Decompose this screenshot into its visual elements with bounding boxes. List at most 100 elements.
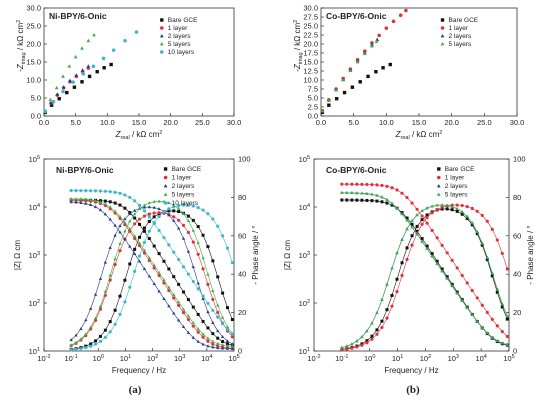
x-tick-label: 10-1 bbox=[335, 354, 348, 363]
x-tick-label: 100 bbox=[364, 354, 375, 363]
y-right-tick-label: 100 bbox=[513, 155, 526, 164]
data-point bbox=[71, 80, 75, 84]
data-point bbox=[65, 90, 69, 95]
data-point bbox=[381, 66, 385, 70]
legend-label: 5 layers bbox=[168, 41, 192, 48]
legend-label: 2 layers bbox=[172, 183, 196, 190]
x-tick-label: 15.0 bbox=[132, 118, 147, 127]
data-point bbox=[404, 8, 408, 13]
phase-point bbox=[340, 348, 344, 352]
data-point bbox=[370, 44, 374, 48]
data-point bbox=[61, 85, 66, 89]
data-point bbox=[375, 37, 380, 42]
y-tick-label: 22.5 bbox=[303, 31, 318, 40]
series-1-layer bbox=[340, 182, 509, 352]
x-tick-label: 102 bbox=[420, 354, 431, 363]
data-point bbox=[49, 101, 53, 105]
impedance-line bbox=[341, 199, 508, 346]
y-tick-label: 27.5 bbox=[303, 13, 318, 22]
x-axis-label: Zreal / kΩ cm2 bbox=[115, 130, 163, 141]
y-tick-label: 30.0 bbox=[26, 4, 41, 13]
series-bare-gce bbox=[340, 198, 509, 351]
impedance-point bbox=[360, 191, 364, 195]
legend-label: 1 layer bbox=[449, 25, 469, 32]
data-point bbox=[320, 110, 325, 115]
impedance-point bbox=[340, 198, 344, 202]
y-tick-label: 30.0 bbox=[303, 4, 318, 13]
series-bare-gce bbox=[43, 62, 113, 115]
legend-marker bbox=[436, 192, 441, 196]
x-tick-label: 5.0 bbox=[348, 118, 358, 127]
y-right-tick-label: 100 bbox=[238, 155, 251, 164]
y-tick-label: 5.0 bbox=[31, 94, 41, 103]
y-left-tick-label: 103 bbox=[299, 251, 310, 260]
y-tick-label: 7.5 bbox=[308, 85, 318, 94]
data-point bbox=[358, 80, 362, 84]
impedance-point bbox=[225, 343, 230, 347]
legend-marker bbox=[163, 183, 168, 188]
data-point bbox=[92, 32, 96, 37]
y-tick-label: 25.0 bbox=[303, 22, 318, 31]
legend-marker bbox=[440, 26, 445, 30]
y-right-tick-label: 80 bbox=[513, 193, 521, 202]
legend-marker bbox=[163, 201, 168, 205]
impedance-point bbox=[350, 191, 354, 195]
phase-line bbox=[70, 200, 233, 346]
x-tick-label: 101 bbox=[392, 354, 403, 363]
x-tick-label: 102 bbox=[147, 354, 158, 363]
data-point bbox=[355, 59, 360, 64]
data-point bbox=[86, 38, 91, 43]
impedance-line bbox=[71, 201, 233, 349]
y-left-axis-label: |Z| Ω cm bbox=[283, 240, 292, 270]
impedance-point bbox=[340, 182, 344, 186]
legend-marker bbox=[440, 18, 445, 22]
legend-label: 5 layers bbox=[449, 41, 473, 48]
x-axis-label: Frequency / Hz bbox=[384, 366, 438, 375]
y-left-tick-label: 104 bbox=[29, 203, 40, 212]
data-point bbox=[326, 98, 331, 102]
legend-marker bbox=[163, 192, 168, 196]
y-tick-label: 2.5 bbox=[308, 103, 318, 112]
phase-line bbox=[71, 204, 233, 351]
phase-point bbox=[440, 203, 444, 207]
series-5-layers bbox=[320, 39, 379, 113]
data-point bbox=[388, 62, 392, 67]
x-tick-label: 30.0 bbox=[510, 118, 525, 127]
data-point bbox=[109, 62, 113, 67]
caption-b: (b) bbox=[406, 384, 420, 396]
phase-line bbox=[341, 204, 508, 348]
data-point bbox=[102, 66, 106, 70]
x-tick-label: 0.0 bbox=[39, 118, 49, 127]
impedance-point bbox=[225, 346, 230, 350]
series-bare-gce bbox=[69, 198, 234, 351]
data-point bbox=[86, 64, 91, 68]
y-tick-label: 10.0 bbox=[303, 76, 318, 85]
legend-label: Bare GCE bbox=[445, 166, 475, 173]
y-left-tick-label: 101 bbox=[29, 347, 40, 356]
data-point bbox=[61, 74, 65, 78]
legend-label: 5 layers bbox=[445, 192, 469, 199]
legend-marker bbox=[437, 167, 441, 171]
data-point bbox=[54, 85, 59, 90]
phase-line bbox=[341, 204, 508, 348]
y-left-tick-label: 105 bbox=[29, 155, 40, 164]
data-point bbox=[134, 30, 139, 34]
impedance-line bbox=[341, 183, 508, 337]
phase-line bbox=[70, 206, 233, 345]
x-tick-label: 10.0 bbox=[100, 118, 115, 127]
plot-frame bbox=[313, 158, 510, 352]
data-point bbox=[74, 73, 79, 77]
data-point bbox=[348, 68, 353, 72]
data-point bbox=[327, 103, 331, 107]
legend-label: 1 layer bbox=[445, 175, 465, 182]
data-point bbox=[61, 89, 65, 94]
y-left-tick-label: 102 bbox=[29, 299, 40, 308]
y-right-tick-label: 80 bbox=[238, 193, 246, 202]
impedance-point bbox=[216, 346, 220, 350]
data-point bbox=[48, 97, 53, 102]
impedance-line bbox=[71, 199, 233, 346]
x-tick-label: 5.0 bbox=[70, 118, 80, 127]
data-point bbox=[80, 68, 85, 72]
y-right-tick-label: 60 bbox=[238, 231, 246, 240]
y-tick-label: 17.5 bbox=[303, 49, 318, 58]
